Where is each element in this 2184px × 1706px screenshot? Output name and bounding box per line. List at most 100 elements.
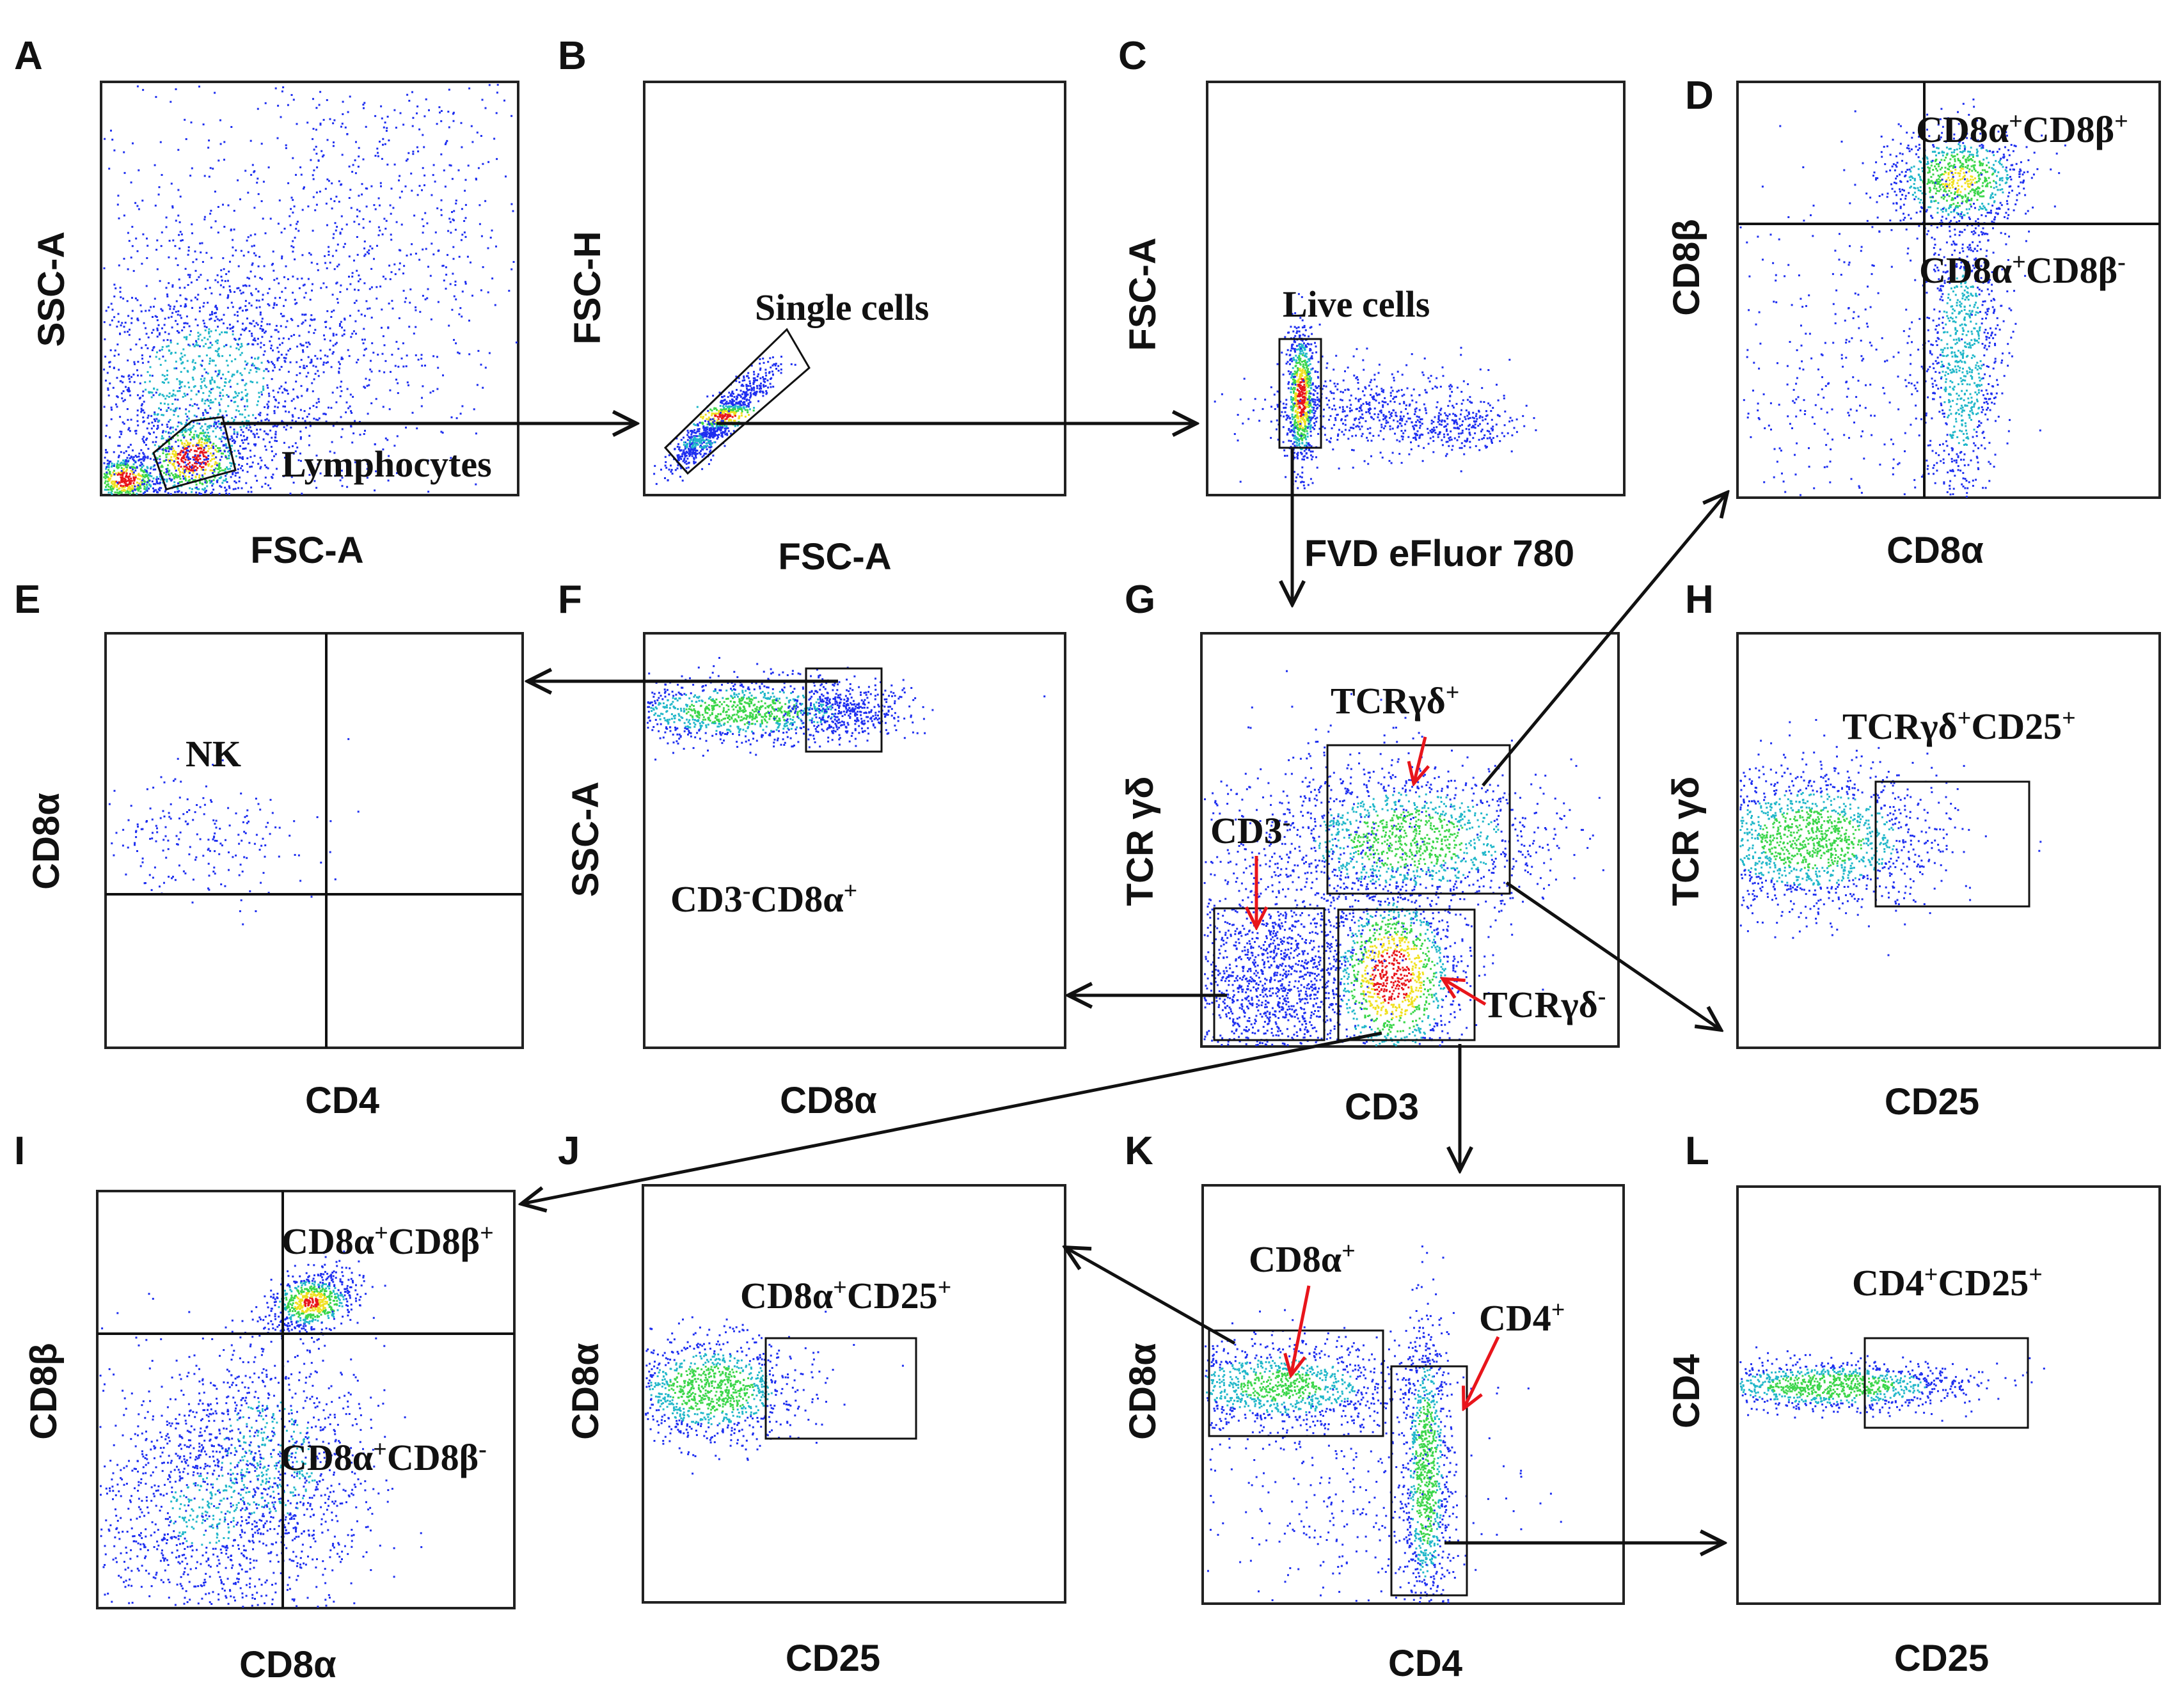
event-dot xyxy=(195,258,198,260)
event-dot xyxy=(298,287,301,290)
event-dot xyxy=(699,441,701,444)
event-dot xyxy=(202,319,205,322)
event-dot xyxy=(1306,413,1308,416)
event-dot xyxy=(381,157,383,160)
event-dot xyxy=(215,445,218,447)
event-dot xyxy=(233,290,236,293)
event-dot xyxy=(358,146,360,149)
event-dot xyxy=(1294,341,1297,344)
event-dot xyxy=(1310,450,1312,453)
event-dot xyxy=(262,298,264,301)
event-dot xyxy=(267,400,270,403)
event-dot xyxy=(274,366,276,368)
event-dot xyxy=(379,229,381,232)
event-dot xyxy=(140,480,143,483)
event-dot xyxy=(164,430,167,433)
event-dot xyxy=(126,468,129,471)
event-dot xyxy=(431,242,433,245)
event-dot xyxy=(724,413,727,415)
event-dot xyxy=(159,489,161,492)
event-dot xyxy=(203,325,206,328)
event-dot xyxy=(180,370,182,373)
event-dot xyxy=(142,464,145,467)
event-dot xyxy=(698,430,700,432)
event-dot xyxy=(721,434,724,437)
event-dot xyxy=(220,398,223,400)
event-dot xyxy=(1296,456,1299,459)
event-dot xyxy=(706,423,709,425)
event-dot xyxy=(159,461,162,464)
event-dot xyxy=(211,313,214,315)
event-dot xyxy=(216,480,218,482)
event-dot xyxy=(148,391,150,393)
event-dot xyxy=(702,427,705,429)
event-dot xyxy=(112,486,115,488)
event-dot xyxy=(317,419,319,422)
event-dot xyxy=(197,338,200,340)
event-dot xyxy=(700,416,702,418)
event-dot xyxy=(103,406,106,408)
event-dot xyxy=(123,331,126,333)
event-dot xyxy=(314,354,317,357)
event-dot xyxy=(141,354,143,356)
event-dot xyxy=(270,347,272,349)
event-dot xyxy=(138,486,141,489)
event-dot xyxy=(219,423,222,425)
event-dot xyxy=(1311,357,1313,359)
event-dot xyxy=(141,262,143,265)
event-dot xyxy=(703,452,706,455)
event-dot xyxy=(668,454,670,457)
event-dot xyxy=(155,391,157,394)
event-dot xyxy=(173,414,175,416)
event-dot xyxy=(780,368,782,371)
event-dot xyxy=(186,322,189,325)
event-dot xyxy=(730,432,732,435)
event-dot xyxy=(259,414,262,416)
event-dot xyxy=(281,342,283,344)
event-dot xyxy=(182,361,184,363)
event-dot xyxy=(1430,422,1433,425)
event-dot xyxy=(724,445,726,447)
event-dot xyxy=(184,465,186,468)
event-dot xyxy=(306,122,309,124)
event-dot xyxy=(741,402,744,404)
event-dot xyxy=(212,430,214,432)
event-dot xyxy=(272,362,274,365)
event-dot xyxy=(276,468,278,470)
event-dot xyxy=(113,486,116,489)
event-dot xyxy=(709,443,711,445)
event-dot xyxy=(310,159,312,161)
event-dot xyxy=(199,465,202,468)
event-dot xyxy=(1294,452,1295,454)
event-dot xyxy=(270,335,273,338)
event-dot xyxy=(1302,411,1305,413)
event-dot xyxy=(1296,373,1299,375)
event-dot xyxy=(741,393,743,395)
event-dot xyxy=(688,461,690,464)
event-dot xyxy=(227,280,229,282)
event-dot xyxy=(489,237,492,239)
event-dot xyxy=(1292,409,1294,412)
event-dot xyxy=(133,478,136,480)
event-dot xyxy=(397,365,400,368)
event-dot xyxy=(209,318,211,320)
event-dot xyxy=(211,484,214,487)
event-dot xyxy=(272,262,274,265)
event-dot xyxy=(195,445,198,447)
event-dot xyxy=(734,415,736,417)
event-dot xyxy=(264,232,267,235)
event-dot xyxy=(143,441,145,444)
event-dot xyxy=(390,271,393,273)
event-dot xyxy=(127,487,130,489)
event-dot xyxy=(189,469,192,471)
event-dot xyxy=(1290,371,1292,374)
event-dot xyxy=(1298,439,1301,442)
event-dot xyxy=(312,174,314,177)
event-dot xyxy=(720,432,723,434)
event-dot xyxy=(312,98,314,100)
event-dot xyxy=(122,474,124,477)
event-dot xyxy=(175,470,177,472)
event-dot xyxy=(405,159,408,162)
event-dot xyxy=(140,449,143,452)
event-dot xyxy=(693,429,696,431)
